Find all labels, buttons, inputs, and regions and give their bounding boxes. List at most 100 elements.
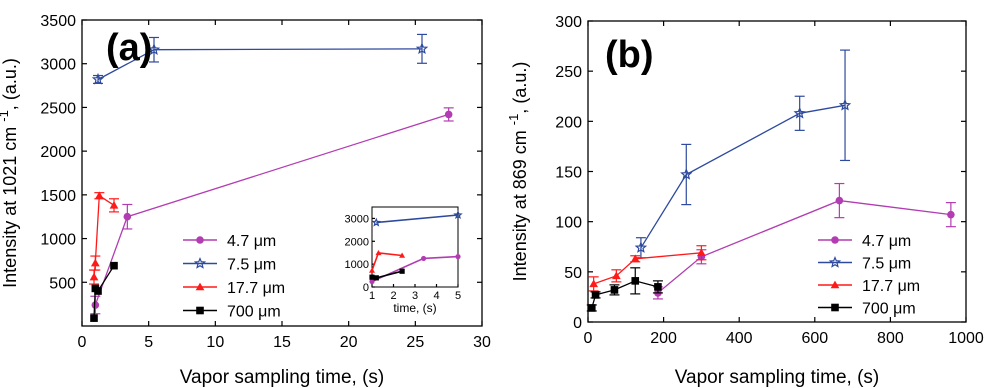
inset-y-tick-label: 2000 xyxy=(345,236,369,248)
x-tick-label: 800 xyxy=(877,330,904,347)
series-700m xyxy=(586,267,663,312)
data-point xyxy=(90,314,98,322)
data-point xyxy=(415,42,429,55)
inset-data-point xyxy=(373,275,379,281)
y-axis-label: Intensity at 1021 cm -1, (a.u.) xyxy=(0,58,20,288)
legend: 4.7 μm 7.5 μm 17.7 μm 700 μm xyxy=(818,233,920,318)
y-tick-label: 250 xyxy=(555,64,582,81)
legend: 4.7 μm 7.5 μm 17.7 μm 700 μm xyxy=(183,233,285,321)
y-tick-label: 2500 xyxy=(40,100,76,117)
y-tick-label: 50 xyxy=(564,265,582,282)
y-tick-label: 3000 xyxy=(40,57,76,74)
inset-x-tick-label: 4 xyxy=(433,290,439,302)
legend-label: 17.7 μm xyxy=(862,278,920,295)
data-point xyxy=(654,283,662,291)
y-tick-label: 1500 xyxy=(40,188,76,205)
inset-x-axis-label: time, (s) xyxy=(393,301,436,315)
inset-x-tick-label: 3 xyxy=(412,290,418,302)
series-17-7m xyxy=(89,191,119,285)
x-tick-label: 0 xyxy=(78,334,87,351)
y-tick-label: 500 xyxy=(49,275,76,292)
series-line xyxy=(657,199,951,294)
data-point xyxy=(611,271,621,280)
inset-data-point xyxy=(399,252,406,258)
x-tick-label: 1000 xyxy=(948,330,984,347)
legend-marker xyxy=(831,236,839,244)
x-tick-label: 400 xyxy=(726,330,753,347)
inset-data-point xyxy=(453,210,463,219)
x-tick-label: 5 xyxy=(144,334,153,351)
data-point xyxy=(587,304,596,312)
inset-frame xyxy=(371,206,459,288)
series-line xyxy=(593,252,702,285)
legend-label: 700 μm xyxy=(227,304,281,321)
data-point xyxy=(697,248,706,257)
data-point xyxy=(589,279,599,288)
x-tick-label: 200 xyxy=(650,330,677,347)
chart-panel-a: 0 5 10 15 20 25 30500100015002000250030003500V… xyxy=(0,13,491,388)
data-point xyxy=(793,106,806,119)
inset-data-point xyxy=(369,278,375,285)
legend-marker xyxy=(195,282,205,291)
y-axis-label: Intensity at 869 cm -1, (a.u.) xyxy=(506,62,530,282)
x-axis-label: Vapor sampling time, (s) xyxy=(675,367,880,388)
x-axis-label: Vapor sampling time, (s) xyxy=(180,367,385,388)
y-tick-label: 0 xyxy=(573,315,582,332)
legend-marker xyxy=(831,303,839,312)
inset-data-point xyxy=(375,249,382,256)
data-point xyxy=(838,98,852,111)
inset-data-point xyxy=(369,267,375,273)
x-tick-label: 20 xyxy=(340,334,358,351)
y-tick-label: 150 xyxy=(555,165,582,182)
y-tick-label: 100 xyxy=(555,215,582,232)
legend-label: 7.5 μm xyxy=(227,257,276,274)
x-tick-label: 15 xyxy=(273,334,291,351)
data-point xyxy=(591,291,600,299)
inset-y-tick-label: 0 xyxy=(363,282,369,294)
legend-label: 7.5 μm xyxy=(862,256,911,273)
y-axis-label-main: Intensity at 1021 cm xyxy=(0,122,20,288)
data-point xyxy=(634,241,648,253)
inset-data-point xyxy=(399,268,405,274)
data-point xyxy=(444,110,453,119)
series-7-5m xyxy=(634,49,852,259)
y-axis-label-superscript: -1 xyxy=(506,114,521,126)
data-point xyxy=(631,277,640,285)
legend-label: 4.7 μm xyxy=(227,233,276,250)
data-point xyxy=(94,191,104,200)
x-tick-label: 10 xyxy=(206,334,224,351)
x-tick-label: 25 xyxy=(406,334,424,351)
x-tick-label: 0 xyxy=(584,330,593,347)
data-point xyxy=(110,261,118,270)
data-point xyxy=(630,254,640,263)
inset-y-tick-label: 1000 xyxy=(345,259,369,271)
inset-chart: 1 2 3 4 5 0 1000 2000 3000 time, (s) xyxy=(345,206,463,315)
inset-x-tick-label: 2 xyxy=(390,290,396,302)
inset-x-tick-label: 5 xyxy=(455,290,461,302)
data-point xyxy=(835,196,844,205)
x-tick-label: 30 xyxy=(473,334,491,351)
data-point xyxy=(680,168,693,180)
y-tick-label: 200 xyxy=(555,114,582,131)
x-tick-label: 600 xyxy=(801,330,828,347)
legend-label: 4.7 μm xyxy=(862,233,911,250)
legend-marker xyxy=(830,280,840,289)
data-point xyxy=(94,287,102,295)
series-7-5m xyxy=(91,33,429,85)
data-point xyxy=(90,258,100,267)
y-axis-label-suffix: , (a.u.) xyxy=(0,58,20,110)
inset-series-line xyxy=(376,214,459,224)
y-axis-label-superscript: -1 xyxy=(0,110,11,122)
y-tick-label: 1000 xyxy=(40,232,76,249)
legend-label: 17.7 μm xyxy=(227,280,285,297)
y-tick-label: 300 xyxy=(555,14,582,31)
inset-data-point xyxy=(369,274,375,280)
series-17-7m xyxy=(588,245,707,292)
data-point xyxy=(610,286,619,294)
y-tick-label: 2000 xyxy=(40,144,76,161)
series-line xyxy=(591,280,659,309)
inset-data-point xyxy=(455,254,461,260)
series-line xyxy=(640,104,846,249)
panel-tag: (a) xyxy=(106,27,152,69)
